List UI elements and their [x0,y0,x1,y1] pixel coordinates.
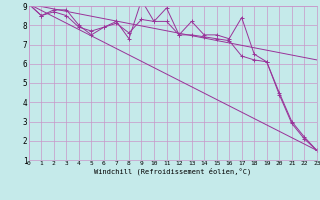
X-axis label: Windchill (Refroidissement éolien,°C): Windchill (Refroidissement éolien,°C) [94,168,252,175]
